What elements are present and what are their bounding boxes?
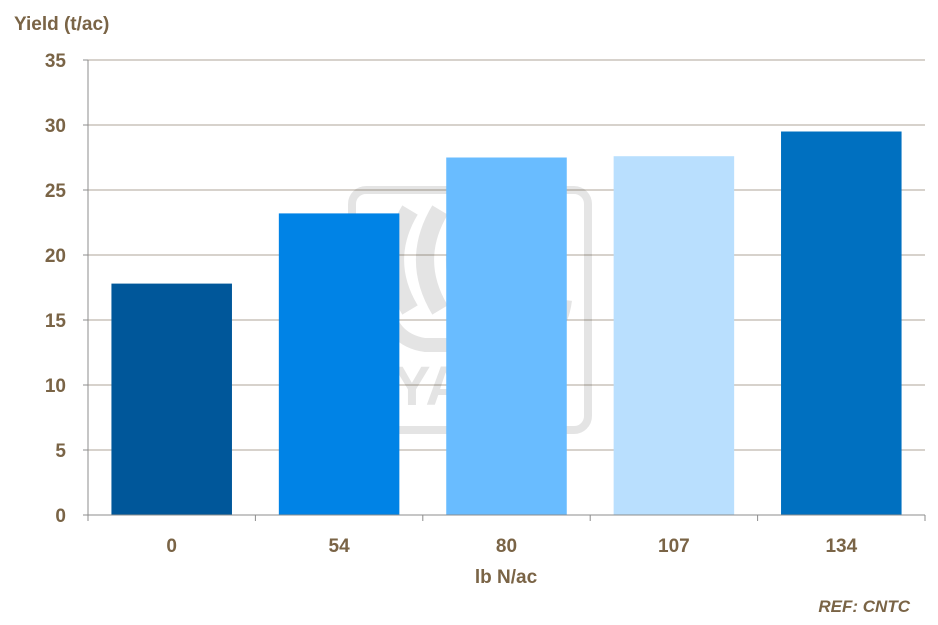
x-tick-label: 54 bbox=[329, 536, 351, 557]
y-tick-labels: 0 5 10 15 20 25 30 35 bbox=[45, 51, 67, 527]
y-axis-label: Yield (t/ac) bbox=[14, 14, 109, 35]
x-tick-label: 134 bbox=[825, 536, 857, 557]
x-tick-label: 0 bbox=[166, 536, 177, 557]
y-tick-label: 15 bbox=[45, 311, 67, 332]
bar-0 bbox=[111, 283, 232, 515]
x-tick-label: 80 bbox=[496, 536, 517, 557]
y-tick-label: 10 bbox=[45, 376, 66, 397]
y-tick-label: 5 bbox=[55, 441, 66, 462]
y-tick-label: 0 bbox=[55, 506, 66, 527]
y-tick-label: 25 bbox=[45, 181, 67, 202]
bar-134 bbox=[781, 131, 902, 515]
y-tick-label: 20 bbox=[45, 246, 66, 267]
x-tick-label: 107 bbox=[658, 536, 690, 557]
x-tick-labels: 0 54 80 107 134 bbox=[166, 536, 857, 557]
y-tick-label: 30 bbox=[45, 116, 66, 137]
bars bbox=[111, 131, 902, 515]
x-axis-label: lb N/ac bbox=[475, 567, 538, 588]
bar-107 bbox=[613, 156, 735, 515]
bar-54 bbox=[278, 213, 400, 515]
bar-80 bbox=[446, 157, 567, 515]
reference-annotation: REF: CNTC bbox=[818, 597, 910, 616]
y-tick-label: 35 bbox=[45, 51, 67, 72]
